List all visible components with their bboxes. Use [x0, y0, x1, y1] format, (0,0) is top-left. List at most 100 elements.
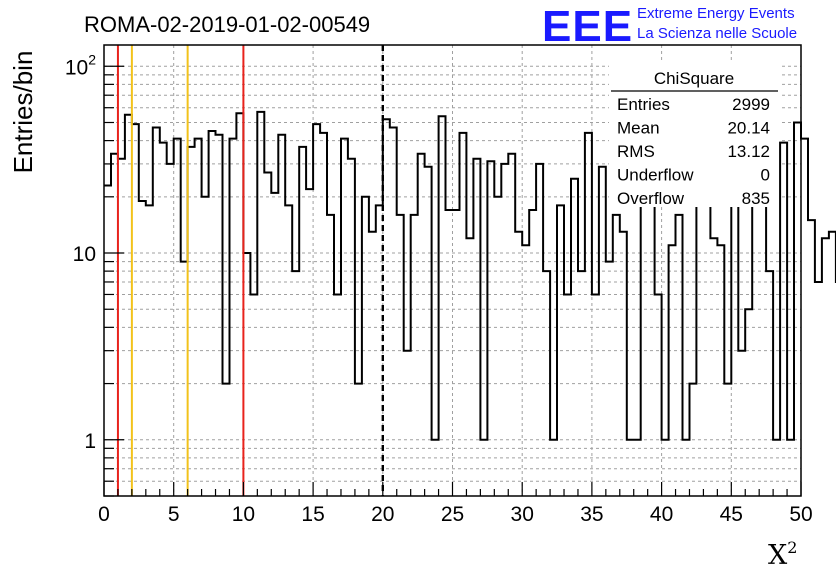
eee-logo: EEE Extreme Energy Events La Scienza nel… [542, 2, 797, 51]
eee-logo-line-2: La Scienza nelle Scuole [637, 25, 797, 42]
histogram-bin [731, 172, 738, 496]
histogram-bin [397, 215, 404, 496]
histogram-bin [794, 122, 801, 496]
stats-value: 2999 [732, 95, 770, 114]
histogram-bin [439, 116, 446, 496]
histogram-bin [285, 205, 292, 496]
histogram-bin [446, 210, 453, 496]
y-tick-label: 10 [73, 243, 96, 266]
x-tick-label: 50 [789, 503, 812, 526]
tick-label-layer: 0 5 10 15 20 25 30 35 40 45 50 1 10 102 [65, 51, 813, 526]
histogram-bin [404, 351, 411, 496]
histogram-bin [188, 147, 195, 496]
histogram-bin [334, 294, 341, 496]
histogram-bin [299, 147, 306, 496]
histogram-bin [243, 253, 250, 496]
x-tick-label: 30 [511, 503, 534, 526]
histogram-bin [585, 133, 592, 496]
histogram-bin [724, 384, 731, 496]
histogram-bin [627, 440, 634, 496]
histogram-bin [459, 133, 466, 496]
histogram-bin [634, 440, 641, 496]
histogram-bin [571, 179, 578, 496]
histogram-bin [536, 164, 543, 496]
histogram-bin [195, 139, 202, 496]
histogram-bin [348, 159, 355, 496]
histogram-bin [160, 143, 167, 496]
x-tick-label: 20 [371, 503, 394, 526]
histogram-bin [655, 294, 662, 496]
histogram-bin [146, 205, 153, 496]
histogram-bin [822, 238, 829, 496]
histogram-bin [292, 271, 299, 496]
histogram-bin [125, 115, 132, 496]
tick-layer [103, 65, 802, 497]
histogram-bin [599, 167, 606, 496]
histogram-bin [111, 154, 118, 496]
histogram-bin [313, 124, 320, 496]
histogram-bin [522, 245, 529, 496]
histogram-bin [529, 210, 536, 496]
histogram-bin [222, 384, 229, 496]
histogram-bin [815, 282, 822, 496]
x-tick-label: 35 [580, 503, 603, 526]
histogram-bin [306, 189, 313, 496]
histogram-bin [829, 232, 836, 496]
stats-label: Overflow [617, 189, 685, 208]
histogram-bin [592, 294, 599, 496]
histogram-bin [362, 197, 369, 496]
x-tick-label: 25 [441, 503, 464, 526]
histogram-bin [662, 440, 669, 496]
eee-logo-mark: EEE [542, 2, 633, 51]
histogram-bin [648, 189, 655, 496]
stats-label: Underflow [617, 166, 694, 185]
histogram-bin [202, 197, 209, 496]
histogram-bin [696, 159, 703, 496]
chart-title: ROMA-02-2019-01-02-00549 [84, 12, 370, 37]
histogram-bin [139, 201, 146, 496]
histogram-bin [355, 384, 362, 496]
x-tick-label: 0 [98, 503, 110, 526]
histogram-bin [564, 294, 571, 496]
stats-value: 835 [742, 189, 770, 208]
x-tick-label: 10 [232, 503, 255, 526]
histogram-bin [487, 161, 494, 496]
histogram-bin [780, 143, 787, 496]
histogram-bin [557, 205, 564, 496]
histogram-bin [808, 220, 815, 496]
stats-label: Mean [617, 119, 660, 138]
stats-label: RMS [617, 142, 655, 161]
x-tick-label: 40 [650, 503, 673, 526]
stats-value: 13.12 [727, 142, 770, 161]
histogram-bin [787, 440, 794, 496]
y-axis-label: Entries/bin [8, 51, 38, 174]
histogram-bin [689, 384, 696, 496]
stats-value: 20.14 [727, 119, 770, 138]
histogram-bin [425, 167, 432, 496]
histogram-bin [717, 245, 724, 496]
grid-layer [104, 45, 801, 497]
histogram-bin [773, 440, 780, 496]
histogram-bin [153, 128, 160, 496]
histogram-bin [480, 440, 487, 496]
histogram-bin [320, 133, 327, 496]
histogram-bin [745, 309, 752, 496]
y-tick-label: 1 [84, 430, 96, 453]
histogram-bin [369, 232, 376, 496]
histogram-bin [250, 294, 257, 496]
marker-lines-layer [116, 45, 384, 496]
stats-label: Entries [617, 95, 670, 114]
histogram-bin [278, 135, 285, 496]
histogram-bin [703, 197, 710, 496]
histogram-bin [104, 185, 111, 496]
histogram-bin [411, 215, 418, 496]
histogram-bin [501, 164, 508, 496]
eee-logo-line-1: Extreme Energy Events [637, 5, 795, 22]
x-tick-label: 5 [168, 503, 180, 526]
histogram-bin [453, 210, 460, 496]
histogram-bin [613, 215, 620, 496]
histogram-bin [418, 154, 425, 496]
histogram-bin [543, 271, 550, 496]
x-tick-label: 45 [720, 503, 743, 526]
